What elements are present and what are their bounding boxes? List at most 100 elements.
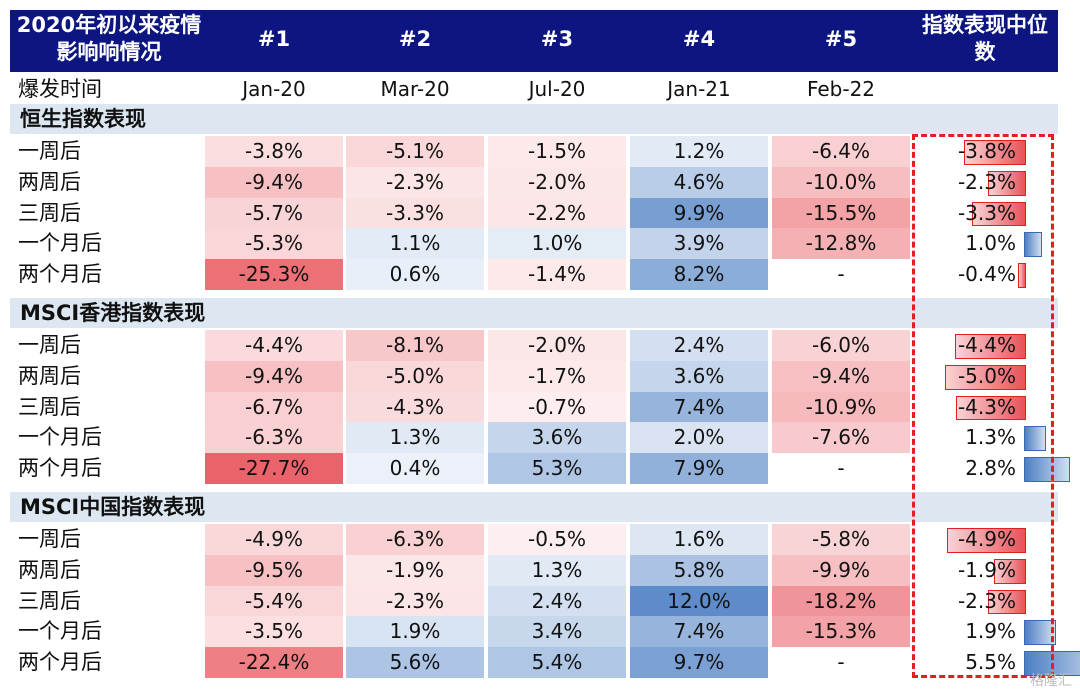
- median-value: 1.9%: [965, 619, 1016, 644]
- data-cell: 1.2%: [630, 136, 768, 167]
- row-label: 三周后: [18, 394, 81, 419]
- data-cell: 0.4%: [346, 453, 484, 484]
- data-cell: -9.9%: [772, 554, 910, 586]
- data-cell: 5.4%: [488, 647, 626, 678]
- data-cell: -8.1%: [346, 330, 484, 361]
- data-cell: -12.8%: [772, 228, 910, 260]
- header-col-4: #4: [682, 27, 716, 51]
- data-cell: -6.0%: [772, 330, 910, 361]
- data-cell: -25.3%: [205, 259, 343, 290]
- median-value: -3.3%: [957, 200, 1016, 225]
- data-cell: 9.9%: [630, 197, 768, 229]
- median-value: -0.4%: [957, 262, 1016, 287]
- median-bar: [954, 334, 1026, 359]
- row-label: 两周后: [18, 169, 81, 194]
- data-cell: -22.4%: [205, 647, 343, 678]
- header-title: 2020年初以来疫情影响响情况: [16, 13, 202, 64]
- data-cell: -6.7%: [205, 391, 343, 423]
- median-bar: [1024, 426, 1047, 452]
- median-bar: [945, 364, 1026, 390]
- median-value: -1.9%: [957, 557, 1016, 582]
- data-cell: 7.4%: [630, 391, 768, 423]
- data-cell: -7.6%: [772, 422, 910, 454]
- row-label: 两个月后: [18, 456, 102, 481]
- data-cell: 3.4%: [488, 616, 626, 648]
- median-bar: [1024, 232, 1042, 258]
- section-title-3: MSCI中国指数表现: [20, 495, 206, 519]
- data-cell: -4.3%: [346, 391, 484, 423]
- row-label: 一周后: [18, 139, 81, 163]
- data-cell: -3.3%: [346, 197, 484, 229]
- data-cell: 7.4%: [630, 616, 768, 648]
- data-cell: -15.3%: [772, 616, 910, 648]
- data-cell: 3.6%: [488, 422, 626, 454]
- median-value: 2.8%: [965, 456, 1016, 481]
- row-label: 一个月后: [18, 425, 102, 450]
- median-bar: [972, 201, 1026, 227]
- data-cell: -5.4%: [205, 585, 343, 617]
- data-cell: 2.4%: [630, 330, 768, 361]
- data-cell: -2.2%: [488, 197, 626, 229]
- header-col-1: #1: [257, 27, 291, 51]
- table-header: [10, 10, 1058, 72]
- data-cell: -2.0%: [488, 330, 626, 361]
- median-value: -4.9%: [957, 527, 1016, 551]
- watermark: 格隆汇: [1030, 673, 1072, 689]
- section-title-2: MSCI香港指数表现: [20, 301, 206, 325]
- median-value: -4.4%: [957, 333, 1016, 357]
- data-cell: -4.4%: [205, 330, 343, 361]
- data-cell: -1.9%: [346, 554, 484, 586]
- section-band-3: [10, 492, 1058, 522]
- median-value: -2.3%: [957, 588, 1016, 613]
- data-cell: -10.0%: [772, 166, 910, 198]
- date-5: Feb-22: [806, 77, 876, 101]
- data-cell: -: [837, 262, 845, 287]
- data-cell: -0.5%: [488, 524, 626, 555]
- date-2: Mar-20: [380, 77, 450, 101]
- median-value: 1.0%: [965, 231, 1016, 256]
- median-value: -2.3%: [957, 169, 1016, 194]
- row-label: 一周后: [18, 527, 81, 551]
- data-cell: -2.3%: [346, 585, 484, 617]
- median-bar: [987, 589, 1026, 615]
- data-cell: -18.2%: [772, 585, 910, 617]
- date-3: Jul-20: [528, 77, 586, 101]
- data-cell: -6.4%: [772, 136, 910, 167]
- data-cell: 5.3%: [488, 453, 626, 484]
- data-cell: -: [837, 650, 845, 675]
- data-cell: -9.4%: [772, 360, 910, 392]
- median-value: -4.3%: [957, 394, 1016, 419]
- median-value: 5.5%: [965, 650, 1016, 675]
- data-cell: -5.7%: [205, 197, 343, 229]
- data-cell: 7.9%: [630, 453, 768, 484]
- row-label: 一周后: [18, 333, 81, 357]
- data-cell: 2.0%: [630, 422, 768, 454]
- data-cell: -9.5%: [205, 554, 343, 586]
- median-bar: [1017, 263, 1026, 288]
- data-cell: 1.1%: [346, 228, 484, 260]
- median-bar: [987, 170, 1026, 196]
- data-cell: 0.6%: [346, 259, 484, 290]
- data-cell: 3.9%: [630, 228, 768, 260]
- section-band-2: [10, 298, 1058, 328]
- row-label: 三周后: [18, 588, 81, 613]
- header-col-5: #5: [824, 27, 858, 51]
- data-cell: -3.8%: [205, 136, 343, 167]
- data-cell: -2.3%: [346, 166, 484, 198]
- data-cell: 2.4%: [488, 585, 626, 617]
- data-cell: 5.8%: [630, 554, 768, 586]
- data-cell: -10.9%: [772, 391, 910, 423]
- header-col-2: #2: [398, 27, 432, 51]
- data-cell: -1.4%: [488, 259, 626, 290]
- data-cell: -6.3%: [346, 524, 484, 555]
- data-cell: -0.7%: [488, 391, 626, 423]
- date-1: Jan-20: [242, 77, 306, 101]
- median-bar: [1024, 620, 1056, 646]
- data-cell: -27.7%: [205, 453, 343, 484]
- data-cell: -1.5%: [488, 136, 626, 167]
- row-label: 一个月后: [18, 619, 102, 644]
- median-value: -5.0%: [957, 363, 1016, 388]
- data-cell: -2.0%: [488, 166, 626, 198]
- data-cell: -15.5%: [772, 197, 910, 229]
- median-value: 1.3%: [965, 425, 1016, 450]
